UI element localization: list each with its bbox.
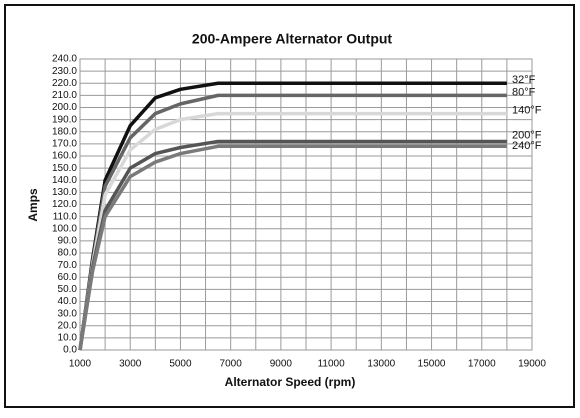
y-tick-label: 220.0	[52, 78, 77, 89]
x-axis-label: Alternator Speed (rpm)	[225, 375, 356, 389]
y-tick-label: 240.0	[52, 54, 77, 65]
x-tick-label: 15000	[418, 359, 446, 370]
y-tick-label: 50.0	[58, 284, 78, 295]
y-tick-label: 210.0	[52, 90, 77, 101]
y-tick-label: 170.0	[52, 139, 77, 150]
legend-label: 240°F	[512, 140, 542, 152]
y-tick-label: 90.0	[58, 236, 78, 247]
y-tick-label: 80.0	[58, 248, 78, 259]
x-tick-label: 5000	[169, 359, 192, 370]
y-tick-label: 10.0	[58, 333, 78, 344]
y-tick-label: 180.0	[52, 126, 77, 137]
y-tick-label: 150.0	[52, 163, 77, 174]
y-axis-label: Amps	[26, 188, 40, 222]
y-tick-label: 60.0	[58, 272, 78, 283]
legend-label: 140°F	[512, 104, 542, 116]
y-tick-label: 120.0	[52, 199, 77, 210]
y-tick-label: 140.0	[52, 175, 77, 186]
x-tick-label: 1000	[69, 359, 92, 370]
y-tick-label: 0.0	[63, 345, 77, 356]
y-tick-label: 110.0	[53, 211, 78, 222]
y-tick-label: 160.0	[52, 151, 77, 162]
y-tick-label: 70.0	[58, 260, 78, 271]
legend-label: 32°F	[512, 74, 536, 86]
x-tick-label: 9000	[270, 359, 293, 370]
x-tick-label: 19000	[518, 359, 546, 370]
x-tick-label: 3000	[119, 359, 142, 370]
series-line	[78, 144, 507, 351]
x-tick-label: 11000	[318, 359, 346, 370]
y-tick-label: 20.0	[58, 320, 78, 331]
y-tick-label: 190.0	[52, 114, 77, 125]
legend-label: 200°F	[512, 129, 542, 141]
y-tick-label: 200.0	[52, 102, 77, 113]
y-tick-label: 230.0	[52, 66, 77, 77]
x-tick-label: 17000	[468, 359, 496, 370]
y-tick-label: 30.0	[58, 308, 78, 319]
chart-title: 200-Ampere Alternator Output	[192, 31, 393, 47]
y-tick-label: 130.0	[52, 187, 77, 198]
x-tick-label: 13000	[367, 359, 395, 370]
y-tick-label: 100.0	[52, 223, 77, 234]
y-tick-label: 40.0	[58, 296, 78, 307]
legend-label: 80°F	[512, 86, 536, 98]
x-tick-label: 7000	[220, 359, 243, 370]
